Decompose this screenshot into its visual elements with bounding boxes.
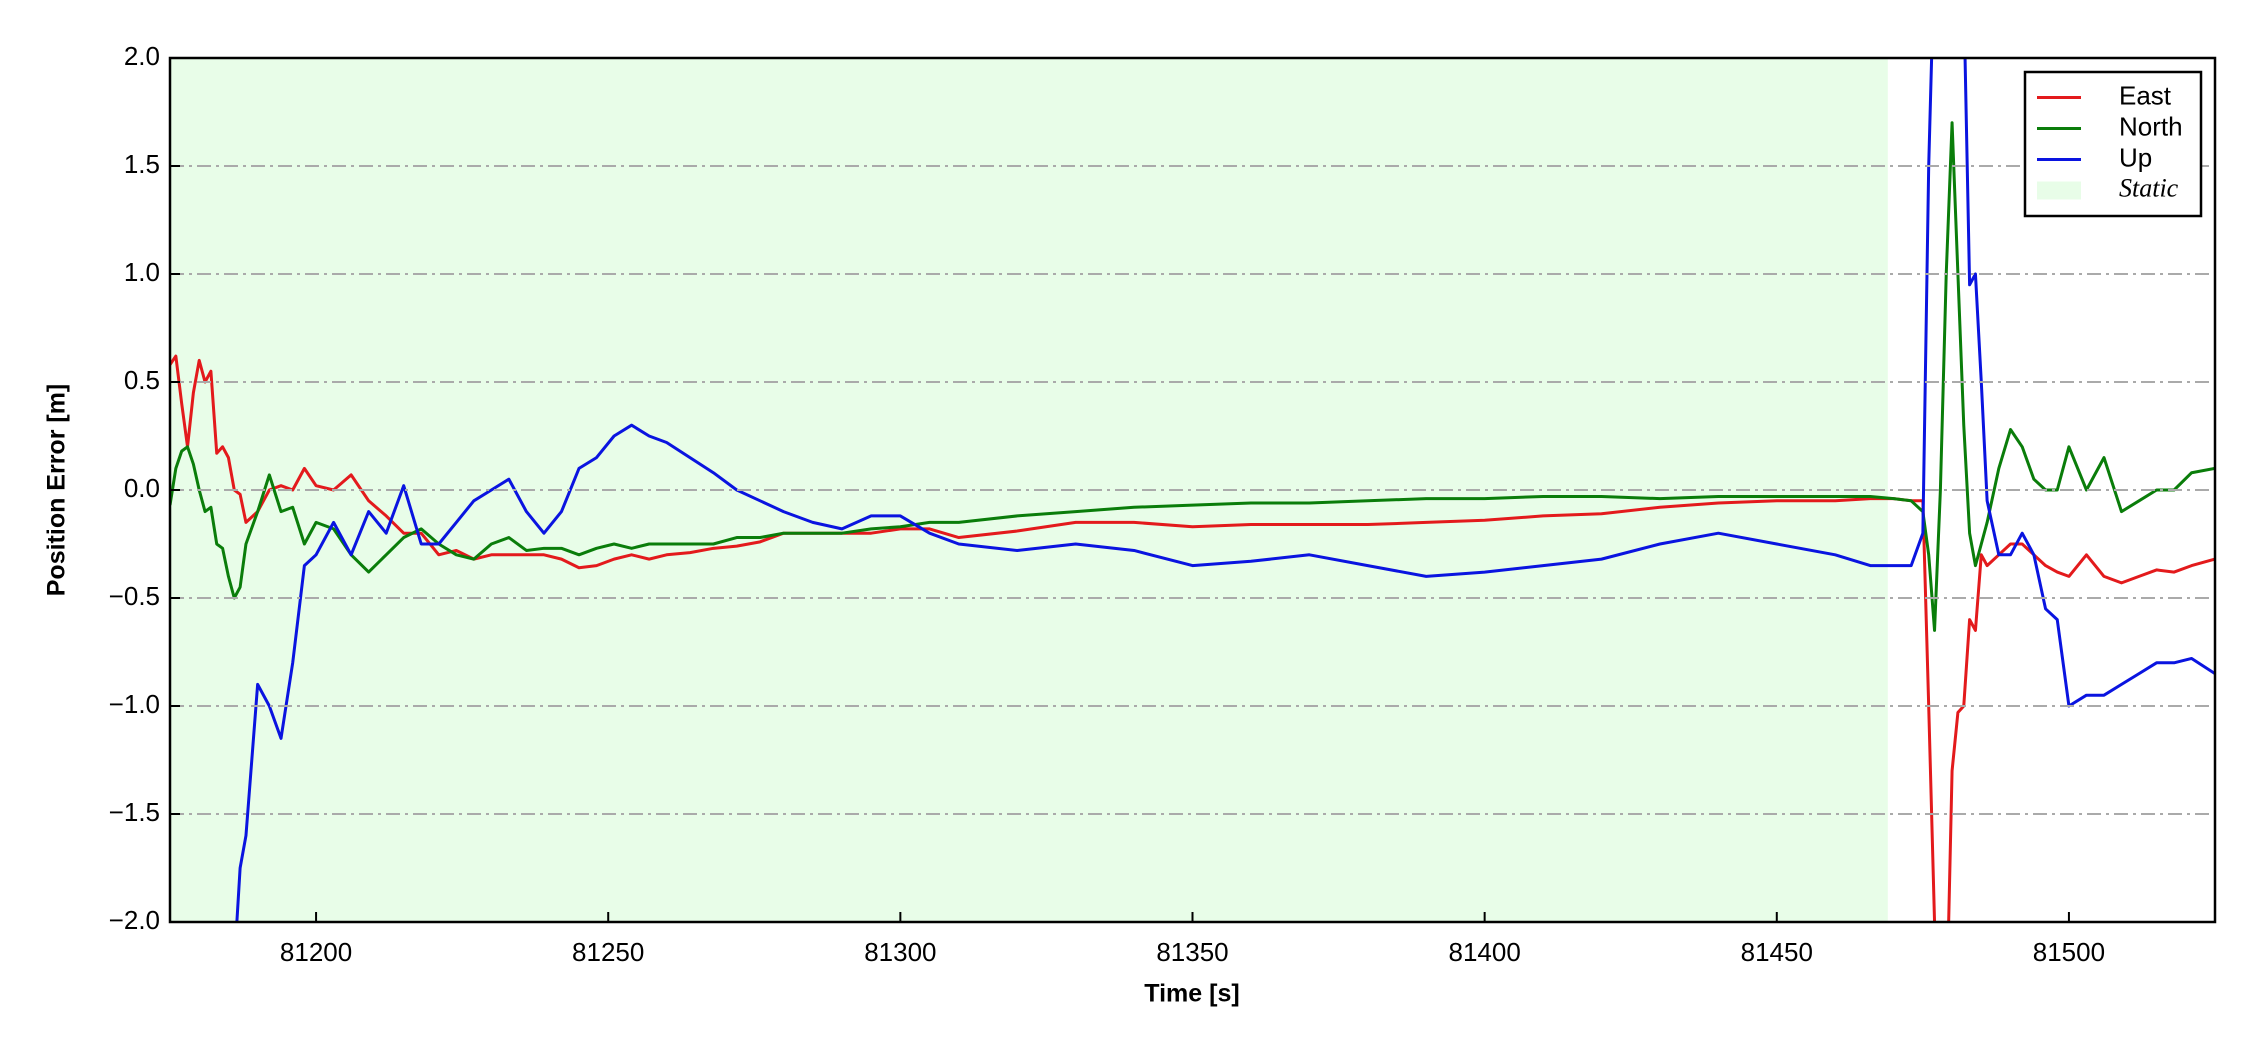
legend-label: North xyxy=(2119,111,2183,141)
legend-swatch xyxy=(2037,181,2081,200)
y-tick-label: 0.0 xyxy=(124,473,160,503)
y-tick-label: 1.5 xyxy=(124,149,160,179)
legend-label: Static xyxy=(2119,173,2179,202)
plot-area xyxy=(170,58,2215,922)
y-tick-label: −1.5 xyxy=(109,797,160,827)
y-axis-label: Position Error [m] xyxy=(43,384,71,597)
y-tick-label: 0.5 xyxy=(124,365,160,395)
series-line xyxy=(170,354,2215,922)
y-tick-label: −2.0 xyxy=(109,905,160,935)
x-tick-label: 81300 xyxy=(864,937,936,967)
x-tick-label: 81350 xyxy=(1156,937,1228,967)
y-tick-label: 1.0 xyxy=(124,257,160,287)
series-line xyxy=(170,121,2215,632)
x-axis-label: Time [s] xyxy=(1144,980,1239,1008)
x-tick-label: 81500 xyxy=(2033,937,2105,967)
x-tick-label: 81250 xyxy=(572,937,644,967)
series-line xyxy=(235,58,2215,922)
y-tick-label: 2.0 xyxy=(124,41,160,71)
y-tick-label: −0.5 xyxy=(109,581,160,611)
x-tick-label: 81450 xyxy=(1741,937,1813,967)
legend-label: East xyxy=(2119,80,2172,110)
x-tick-label: 81200 xyxy=(280,937,352,967)
plot-frame xyxy=(168,56,2217,924)
legend-label: Up xyxy=(2119,142,2152,172)
y-tick-label: −1.0 xyxy=(109,689,160,719)
x-tick-label: 81400 xyxy=(1448,937,1520,967)
